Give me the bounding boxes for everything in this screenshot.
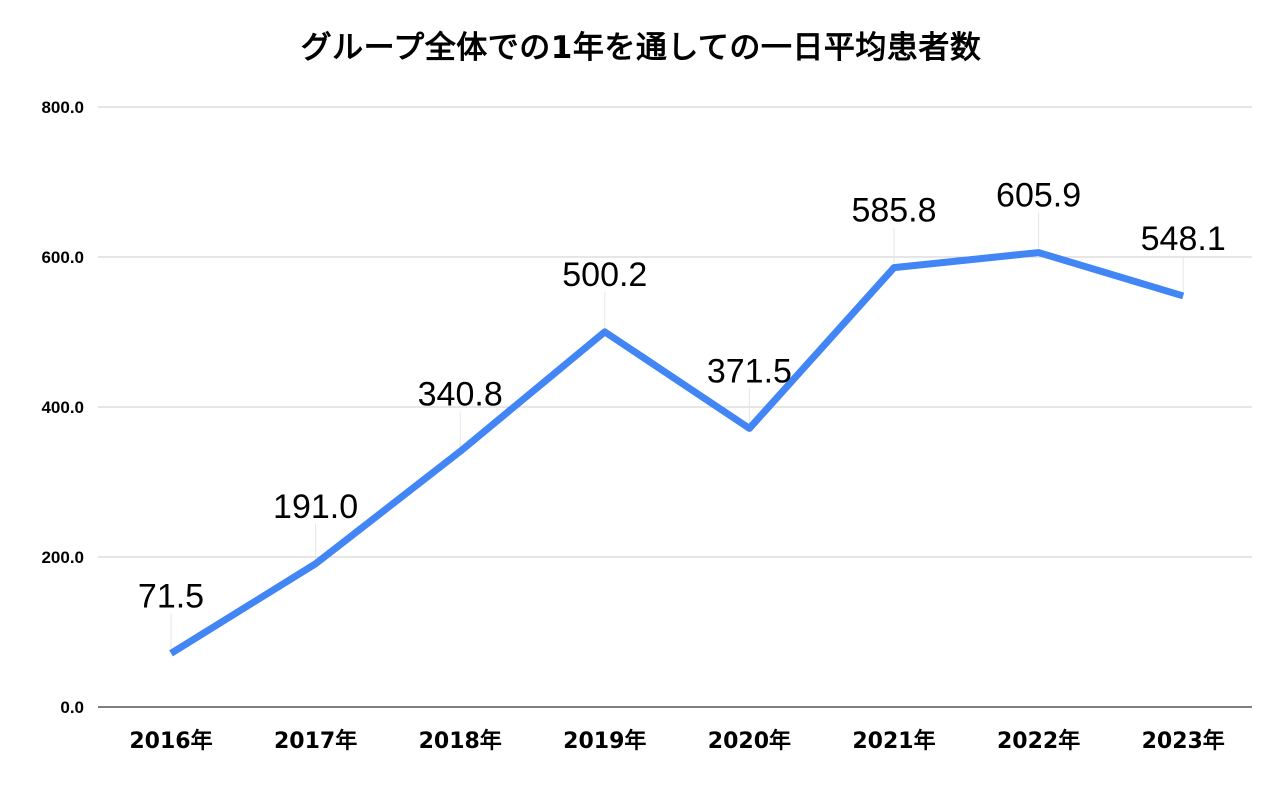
y-tick-label: 400.0 xyxy=(41,398,84,417)
data-label: 500.2 xyxy=(562,256,647,294)
x-tick-label: 2021年 xyxy=(852,728,935,754)
data-labels: 71.5 191.0 340.8 500.2 371.5 585.8 605.9 548.1 xyxy=(138,177,1226,616)
x-tick-label: 2019年 xyxy=(563,728,646,754)
y-tick-label: 800.0 xyxy=(41,98,84,117)
y-tick-label: 200.0 xyxy=(41,548,84,567)
y-axis: 0.0 200.0 400.0 600.0 800.0 xyxy=(41,98,84,717)
data-label: 71.5 xyxy=(138,577,204,615)
x-tick-label: 2016年 xyxy=(129,728,212,754)
x-axis: 2016年 2017年 2018年 2019年 2020年 2021年 2022年 2023年 xyxy=(129,728,1224,754)
series-lines xyxy=(169,249,1185,657)
x-tick-label: 2018年 xyxy=(419,728,502,754)
chart-title: グループ全体での1年を通しての一日平均患者数 xyxy=(300,30,982,66)
data-label: 585.8 xyxy=(851,192,936,230)
series-line xyxy=(169,249,1185,657)
data-label: 191.0 xyxy=(273,488,358,526)
data-label: 548.1 xyxy=(1141,220,1226,258)
data-label: 605.9 xyxy=(996,177,1081,215)
label-leaders xyxy=(170,212,1184,650)
y-tick-label: 600.0 xyxy=(41,248,84,267)
x-tick-label: 2023年 xyxy=(1142,728,1225,754)
data-label: 371.5 xyxy=(707,352,792,390)
x-tick-label: 2020年 xyxy=(708,728,791,754)
x-tick-label: 2022年 xyxy=(997,728,1080,754)
gridlines xyxy=(98,106,1252,708)
y-tick-label: 0.0 xyxy=(60,698,84,717)
x-tick-label: 2017年 xyxy=(274,728,357,754)
data-label: 340.8 xyxy=(418,375,503,413)
